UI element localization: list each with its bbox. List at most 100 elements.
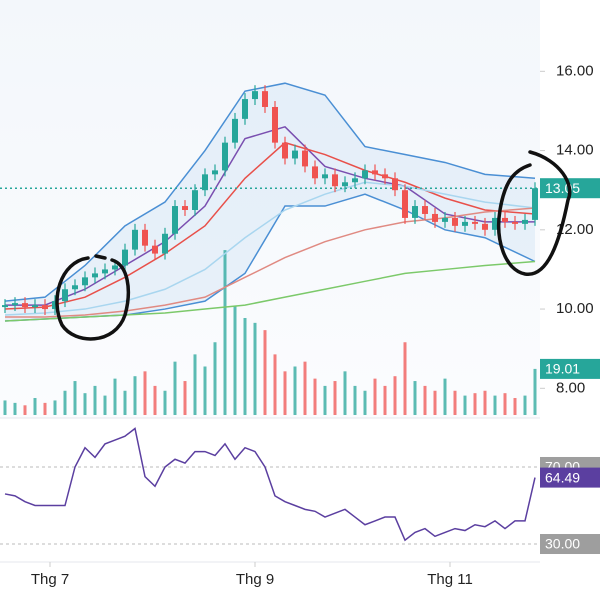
candle-body [342, 182, 348, 187]
candle-body [142, 229, 148, 246]
band-fill [5, 83, 535, 321]
candle-body [482, 223, 488, 230]
candle-body [402, 190, 408, 218]
candle-body [152, 245, 158, 254]
candle-body [352, 178, 358, 183]
volume-bar [443, 378, 447, 415]
volume-bar [313, 378, 317, 415]
candle-body [82, 277, 88, 286]
candle-body [232, 118, 238, 143]
volume-bar [203, 366, 207, 415]
candle-body [452, 217, 458, 226]
volume-bar [153, 385, 157, 415]
candle-body [442, 217, 448, 222]
candle-body [362, 170, 368, 179]
candle-body [292, 150, 298, 159]
volume-bar [253, 322, 257, 415]
y-tick-label: 8.00 [556, 379, 585, 396]
y-tick-label: 12.00 [556, 221, 594, 238]
volume-bar [33, 398, 37, 415]
candle-body [532, 188, 538, 220]
volume-bar [353, 385, 357, 415]
x-tick-label: Thg 7 [31, 571, 69, 588]
candle-body [522, 219, 528, 224]
volume-bar [533, 368, 537, 415]
volume-bar [483, 390, 487, 415]
volume-bar [3, 400, 7, 415]
volume-bar [173, 361, 177, 415]
volume-bar [23, 405, 27, 415]
moving-average [5, 125, 535, 306]
candle-body [52, 301, 58, 310]
candle-body [22, 303, 28, 308]
candle-body [462, 221, 468, 226]
moving-average [4, 181, 536, 316]
volume-bar [283, 371, 287, 415]
volume-bar [243, 318, 247, 415]
candle-body [242, 99, 248, 119]
candle-body [412, 206, 418, 218]
volume-bar [493, 395, 497, 415]
candle-body [222, 142, 228, 171]
volume-bar [233, 305, 237, 415]
plot: 8.00 10.00 12.00 14.00 16.00 Thg 7 Thg 9 Thg 11… [0, 62, 600, 588]
volume-bar [433, 390, 437, 415]
candle-body [122, 249, 128, 266]
candle-body [252, 91, 258, 100]
y-tick-label: 10.00 [556, 300, 594, 317]
volume-bar [163, 390, 167, 415]
volume-bar [83, 393, 87, 415]
volume-bar [113, 378, 117, 415]
volume-bar [263, 330, 267, 415]
volume-bar [383, 385, 387, 415]
volume-bar [123, 390, 127, 415]
rsi-level-label: 30.00 [545, 536, 580, 552]
volume-bar [303, 361, 307, 415]
candle-body [32, 305, 38, 308]
rsi-level-box [540, 534, 600, 555]
candle-body [312, 166, 318, 179]
candle-body [302, 150, 308, 167]
volume-bar [463, 395, 467, 415]
candle-body [182, 206, 188, 210]
volume-bar [453, 390, 457, 415]
volume-bar [223, 250, 227, 415]
volume-bar [333, 381, 337, 415]
volume-bar [183, 381, 187, 415]
volume-bar [93, 385, 97, 415]
volume-bar [103, 395, 107, 415]
candle-body [382, 174, 388, 179]
volume-bar [403, 342, 407, 415]
volume-bar [53, 400, 57, 415]
candle-body [492, 217, 498, 230]
price-tag: 13.05 [545, 180, 580, 196]
volume-bar [423, 385, 427, 415]
candle-body [112, 265, 118, 270]
y-tick-label: 16.00 [556, 62, 594, 79]
candle-body [42, 305, 48, 310]
volume-bar [63, 390, 67, 415]
candle-body [432, 213, 438, 222]
volume-bar [513, 398, 517, 415]
volume-bar [503, 393, 507, 415]
candle-body [12, 303, 18, 306]
candle-body [172, 206, 178, 234]
moving-average [4, 260, 536, 322]
rsi-tag-box [540, 467, 600, 488]
volume-bar [343, 371, 347, 415]
volume-bar [143, 371, 147, 415]
candle-body [202, 174, 208, 191]
candle-body [332, 174, 338, 187]
volume-tag-box [540, 358, 600, 379]
candle-body [322, 174, 328, 179]
y-tick-label: 14.00 [556, 142, 594, 159]
volume-bar [373, 378, 377, 415]
rsi-line [4, 427, 536, 542]
x-tick-label: Thg 11 [427, 571, 473, 588]
moving-average [4, 141, 536, 310]
volume-bar [393, 376, 397, 415]
candle-body [72, 285, 78, 290]
candle-body [512, 221, 518, 224]
x-tick-label: Thg 9 [236, 571, 274, 588]
volume-bar [473, 393, 477, 415]
